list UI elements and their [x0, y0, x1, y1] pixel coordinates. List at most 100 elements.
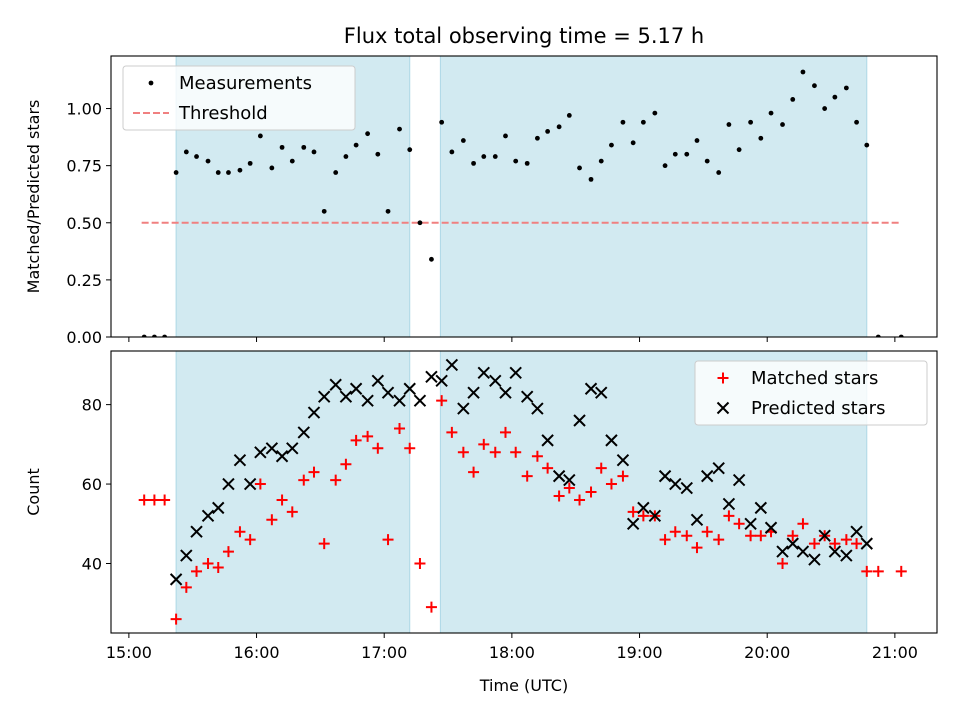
x-tick-label: 19:00	[616, 643, 662, 662]
data-point	[308, 466, 320, 478]
data-point	[353, 142, 359, 148]
data-point	[716, 170, 722, 175]
data-point	[662, 163, 668, 169]
data-point	[713, 534, 725, 546]
x-axis-label: Time (UTC)	[479, 676, 568, 695]
data-point	[478, 438, 490, 450]
data-point	[371, 374, 385, 387]
data-point	[340, 458, 352, 470]
data-point	[690, 513, 704, 527]
legend-marker	[716, 401, 730, 415]
legend-box	[694, 360, 928, 426]
data-point	[169, 573, 183, 586]
data-point	[605, 478, 617, 490]
data-point	[365, 131, 371, 137]
data-point	[787, 530, 799, 542]
data-point	[222, 546, 234, 558]
data-point	[748, 119, 754, 125]
series-measurements	[141, 69, 904, 337]
data-point	[609, 142, 614, 148]
data-point	[875, 334, 881, 337]
data-point	[457, 402, 470, 415]
data-point	[535, 135, 540, 141]
data-point	[243, 477, 257, 491]
data-point	[790, 97, 796, 102]
data-point	[808, 553, 821, 566]
data-point	[361, 394, 374, 407]
data-point	[244, 534, 256, 546]
data-point	[257, 133, 263, 139]
data-point	[652, 110, 658, 116]
data-point	[159, 494, 171, 506]
y-tick-label: 40	[82, 554, 102, 573]
data-point	[385, 208, 391, 214]
data-point	[744, 517, 757, 530]
data-point	[417, 220, 423, 226]
data-point	[850, 525, 863, 538]
data-point	[317, 390, 331, 403]
data-point	[499, 386, 512, 399]
data-point	[460, 138, 466, 143]
data-point	[226, 170, 231, 175]
x-tick-label: 18:00	[489, 643, 535, 662]
data-point	[872, 565, 884, 577]
legend-box	[122, 65, 356, 131]
data-point	[595, 386, 608, 399]
legend-marker	[148, 80, 154, 86]
data-point	[704, 158, 710, 164]
data-point	[162, 334, 168, 337]
data-point	[394, 422, 406, 434]
data-point	[895, 565, 907, 577]
data-point	[279, 144, 285, 150]
data-point	[840, 549, 853, 562]
data-point	[829, 538, 841, 550]
data-point	[436, 395, 448, 407]
data-point	[362, 430, 374, 442]
data-point	[722, 497, 736, 511]
data-point	[318, 538, 330, 550]
data-point	[489, 374, 502, 387]
axes-frame	[110, 350, 938, 634]
data-point	[524, 160, 530, 166]
data-point	[701, 526, 713, 538]
data-point	[381, 386, 395, 399]
legend-label: Matched stars	[751, 368, 878, 389]
data-point	[723, 510, 735, 522]
data-point	[397, 126, 402, 132]
data-point	[732, 473, 746, 487]
data-point	[350, 434, 362, 446]
data-point	[509, 366, 522, 380]
data-point	[588, 176, 594, 182]
y-tick-label: 1.00	[66, 100, 102, 119]
data-point	[786, 537, 799, 550]
data-point	[439, 119, 445, 125]
data-point	[510, 446, 522, 458]
data-point	[191, 565, 203, 577]
data-point	[382, 534, 394, 546]
data-point	[574, 494, 586, 506]
data-point	[843, 85, 849, 91]
data-point	[183, 149, 189, 155]
data-point	[828, 545, 842, 558]
data-point	[563, 473, 576, 487]
data-point	[851, 538, 863, 550]
legend-label: Measurements	[179, 73, 312, 94]
data-point	[745, 530, 757, 542]
data-point	[286, 506, 298, 518]
data-point	[449, 149, 455, 155]
data-point	[266, 514, 278, 526]
data-point	[201, 509, 215, 523]
data-point	[393, 394, 406, 407]
data-point	[499, 426, 511, 438]
data-point	[471, 160, 476, 166]
data-point	[202, 557, 214, 569]
y-tick-label: 60	[82, 475, 102, 494]
data-point	[620, 119, 626, 125]
legend: Matched stars Predicted stars	[694, 360, 928, 426]
data-point	[141, 334, 147, 337]
data-point	[180, 581, 192, 593]
data-point	[585, 486, 597, 498]
data-point	[503, 133, 508, 139]
data-point	[768, 110, 774, 116]
data-point	[726, 122, 732, 127]
